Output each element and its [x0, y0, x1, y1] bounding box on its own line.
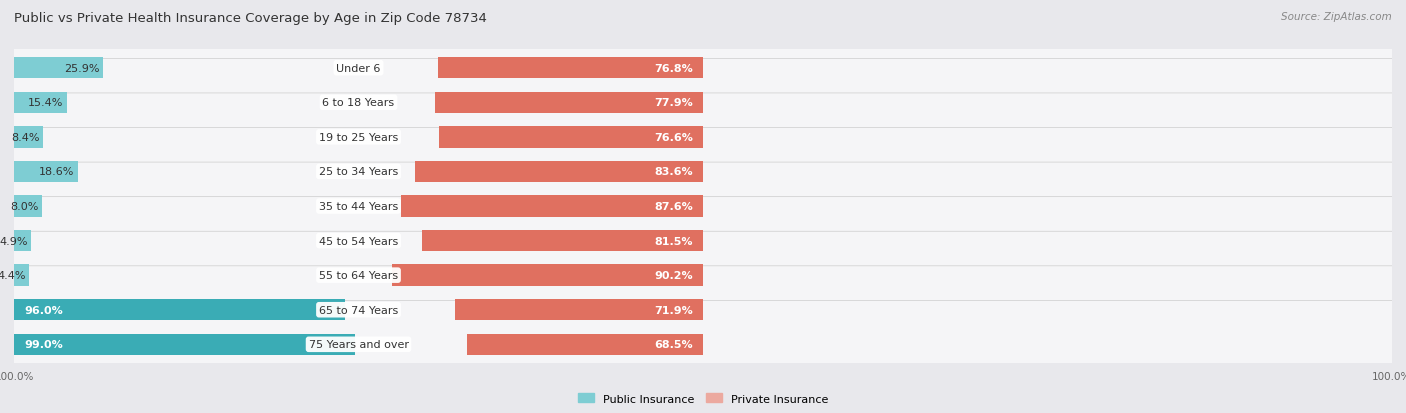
FancyBboxPatch shape	[8, 301, 1398, 388]
Text: 76.8%: 76.8%	[654, 64, 693, 74]
Text: 35 to 44 Years: 35 to 44 Years	[319, 202, 398, 211]
FancyBboxPatch shape	[8, 197, 1398, 285]
Bar	[14, 334, 356, 355]
Text: 77.9%: 77.9%	[654, 98, 693, 108]
Bar	[14, 93, 67, 114]
Bar	[439, 58, 703, 79]
Text: 99.0%: 99.0%	[24, 339, 63, 349]
Bar	[14, 299, 344, 320]
Text: 87.6%: 87.6%	[654, 202, 693, 211]
Bar	[415, 161, 703, 183]
Text: 81.5%: 81.5%	[654, 236, 693, 246]
Bar	[439, 127, 703, 148]
Text: 76.6%: 76.6%	[654, 133, 693, 142]
Text: 18.6%: 18.6%	[39, 167, 75, 177]
Text: 96.0%: 96.0%	[24, 305, 63, 315]
Bar	[14, 196, 42, 217]
Text: 45 to 54 Years: 45 to 54 Years	[319, 236, 398, 246]
Bar	[401, 196, 703, 217]
Text: 55 to 64 Years: 55 to 64 Years	[319, 271, 398, 280]
Bar	[467, 334, 703, 355]
Bar	[456, 299, 703, 320]
FancyBboxPatch shape	[8, 232, 1398, 319]
Text: 65 to 74 Years: 65 to 74 Years	[319, 305, 398, 315]
Text: 25.9%: 25.9%	[65, 64, 100, 74]
Text: 8.4%: 8.4%	[11, 133, 39, 142]
FancyBboxPatch shape	[8, 128, 1398, 216]
Bar	[392, 265, 703, 286]
Text: Under 6: Under 6	[336, 64, 381, 74]
Text: 6 to 18 Years: 6 to 18 Years	[322, 98, 395, 108]
Bar	[14, 58, 103, 79]
Bar	[434, 93, 703, 114]
FancyBboxPatch shape	[8, 94, 1398, 181]
Bar	[14, 265, 30, 286]
Text: 83.6%: 83.6%	[654, 167, 693, 177]
Bar	[14, 230, 31, 252]
Legend: Public Insurance, Private Insurance: Public Insurance, Private Insurance	[574, 389, 832, 408]
FancyBboxPatch shape	[8, 266, 1398, 354]
Text: 4.9%: 4.9%	[0, 236, 28, 246]
FancyBboxPatch shape	[8, 59, 1398, 147]
Bar	[14, 161, 79, 183]
Text: 19 to 25 Years: 19 to 25 Years	[319, 133, 398, 142]
FancyBboxPatch shape	[8, 25, 1398, 112]
Text: 75 Years and over: 75 Years and over	[308, 339, 409, 349]
Text: 15.4%: 15.4%	[28, 98, 63, 108]
Text: 68.5%: 68.5%	[654, 339, 693, 349]
Text: 71.9%: 71.9%	[654, 305, 693, 315]
Bar	[14, 127, 44, 148]
FancyBboxPatch shape	[8, 163, 1398, 250]
Bar	[422, 230, 703, 252]
Text: 90.2%: 90.2%	[654, 271, 693, 280]
Text: 8.0%: 8.0%	[10, 202, 38, 211]
Text: 25 to 34 Years: 25 to 34 Years	[319, 167, 398, 177]
Text: 4.4%: 4.4%	[0, 271, 25, 280]
Text: Public vs Private Health Insurance Coverage by Age in Zip Code 78734: Public vs Private Health Insurance Cover…	[14, 12, 486, 25]
Text: Source: ZipAtlas.com: Source: ZipAtlas.com	[1281, 12, 1392, 22]
